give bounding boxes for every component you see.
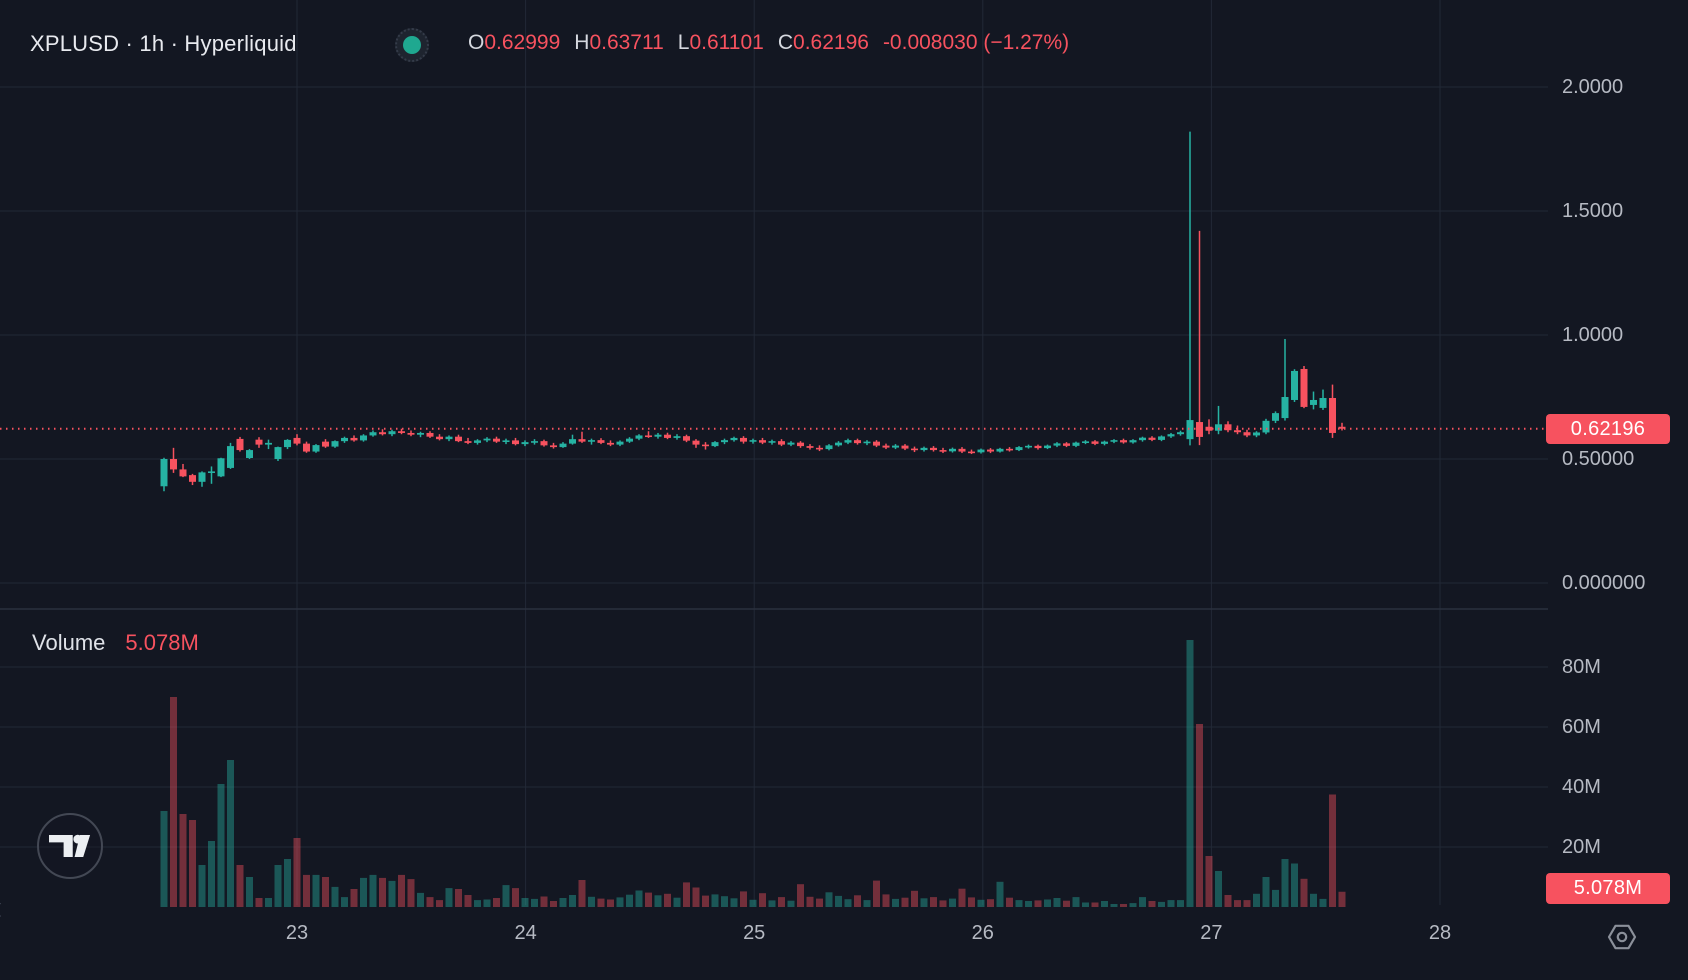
symbol-legend[interactable]: XPLUSD · 1h · Hyperliquid bbox=[30, 29, 297, 59]
current-price-badge: 0.62196 bbox=[1546, 414, 1670, 444]
price-tick-label: 0.50000 bbox=[1562, 448, 1635, 470]
time-tick-label: 27 bbox=[1200, 922, 1223, 944]
volume-value: 5.078M bbox=[125, 630, 199, 655]
low-label: L bbox=[677, 31, 690, 54]
time-tick-label: 23 bbox=[285, 922, 309, 944]
change-value: -0.008030 (−1.27%) bbox=[882, 31, 1070, 54]
close-value: 0.62196 bbox=[793, 31, 869, 54]
volume-tick-label: 60M bbox=[1562, 716, 1601, 738]
volume-legend[interactable]: Volume 5.078M bbox=[32, 630, 199, 656]
tradingview-logo[interactable] bbox=[37, 813, 103, 879]
current-volume-badge: 5.078M bbox=[1546, 873, 1670, 904]
hexagon-eye-icon bbox=[1607, 924, 1637, 950]
volume-label: Volume bbox=[32, 630, 106, 655]
close-label: C bbox=[777, 31, 794, 54]
edge-chevron-icon: ‹ bbox=[0, 889, 2, 928]
volume-tick-label: 80M bbox=[1562, 656, 1601, 678]
high-value: 0.63711 bbox=[589, 31, 664, 54]
time-tick-label: 25 bbox=[743, 922, 766, 944]
high-label: H bbox=[574, 31, 590, 54]
price-tick-label: 2.0000 bbox=[1562, 76, 1624, 98]
status-dot-icon bbox=[403, 36, 421, 54]
price-tick-label: 1.5000 bbox=[1562, 200, 1624, 222]
open-value: 0.62999 bbox=[484, 31, 561, 54]
low-value: 0.61101 bbox=[689, 31, 764, 54]
price-tick-label: 0.000000 bbox=[1562, 572, 1646, 594]
open-label: O bbox=[468, 31, 485, 54]
price-tick-label: 1.0000 bbox=[1562, 324, 1624, 346]
volume-tick-label: 40M bbox=[1562, 776, 1601, 798]
hexagon-eye-button[interactable] bbox=[1606, 921, 1638, 953]
time-tick-label: 26 bbox=[971, 922, 994, 944]
tradingview-logo-icon bbox=[49, 834, 91, 857]
volume-tick-label: 20M bbox=[1562, 836, 1601, 858]
symbol-title: XPLUSD · 1h · Hyperliquid bbox=[30, 31, 297, 56]
time-tick-label: 28 bbox=[1428, 922, 1452, 944]
connection-status-dot bbox=[395, 28, 429, 62]
ohlc-row: O 0.62999 H 0.63711 L 0.61101 C 0.62196 -0.00803… bbox=[468, 31, 1069, 55]
time-tick-label: 24 bbox=[514, 922, 537, 944]
